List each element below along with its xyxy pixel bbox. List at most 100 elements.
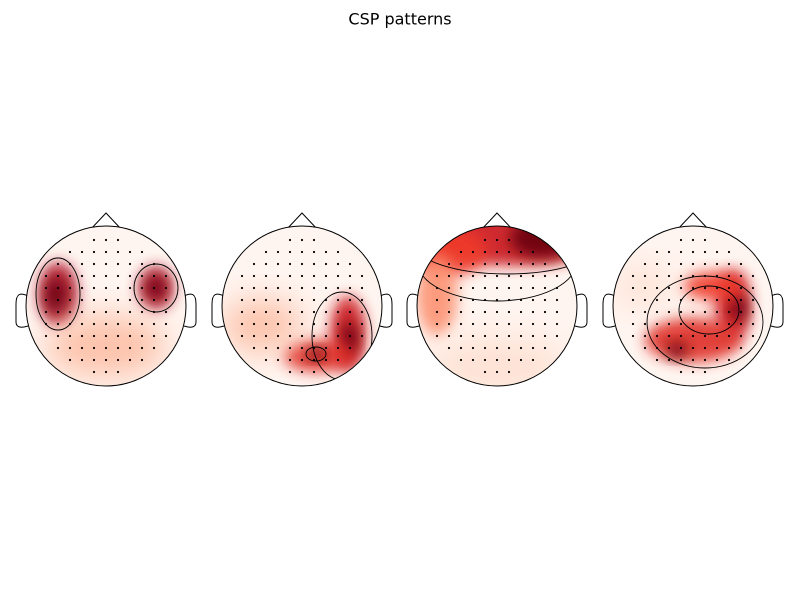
sensor: [104, 334, 108, 338]
sensor: [140, 334, 144, 338]
sensor: [348, 262, 352, 266]
sensor: [80, 298, 84, 302]
sensor: [459, 310, 463, 314]
sensor: [152, 310, 156, 314]
sensor: [288, 238, 292, 242]
sensor: [252, 322, 256, 326]
sensor: [447, 322, 451, 326]
sensor: [104, 262, 108, 266]
sensor: [240, 274, 244, 278]
sensor: [471, 274, 475, 278]
sensor: [92, 274, 96, 278]
sensor: [276, 262, 280, 266]
sensor: [56, 274, 60, 278]
sensor: [691, 346, 695, 350]
sensor: [128, 310, 132, 314]
sensor: [324, 262, 328, 266]
sensor: [739, 274, 743, 278]
sensor: [459, 358, 463, 362]
sensor: [164, 334, 168, 338]
sensor: [288, 334, 292, 338]
sensor: [240, 322, 244, 326]
ear: [15, 293, 29, 328]
sensor: [543, 346, 547, 350]
activation: [613, 266, 673, 306]
sensor: [276, 274, 280, 278]
sensor: [288, 370, 292, 374]
sensor: [312, 358, 316, 362]
activation: [427, 336, 567, 386]
nose: [285, 212, 319, 231]
sensor: [471, 298, 475, 302]
sensor: [116, 274, 120, 278]
sensor: [459, 286, 463, 290]
sensor: [300, 250, 304, 254]
heatmap: [26, 226, 186, 386]
sensor: [336, 310, 340, 314]
sensor: [252, 298, 256, 302]
sensor: [643, 322, 647, 326]
sensor: [715, 322, 719, 326]
ear: [602, 293, 616, 328]
sensor: [324, 310, 328, 314]
sensor: [240, 310, 244, 314]
sensor: [336, 346, 340, 350]
sensor: [128, 250, 132, 254]
sensor: [495, 238, 499, 242]
sensor: [116, 322, 120, 326]
ear: [406, 293, 420, 328]
sensor: [507, 286, 511, 290]
sensor: [80, 346, 84, 350]
sensor: [240, 334, 244, 338]
sensor: [555, 274, 559, 278]
sensor: [679, 274, 683, 278]
sensor: [92, 298, 96, 302]
sensor: [300, 298, 304, 302]
sensor: [264, 334, 268, 338]
activation: [417, 256, 457, 336]
sensor: [116, 286, 120, 290]
sensor: [324, 298, 328, 302]
sensor: [471, 250, 475, 254]
sensor: [727, 322, 731, 326]
topomaps: [15, 212, 784, 387]
sensor: [459, 346, 463, 350]
sensor: [519, 334, 523, 338]
sensor: [128, 274, 132, 278]
sensor: [264, 286, 268, 290]
activation: [667, 342, 687, 358]
sensor: [531, 298, 535, 302]
sensor: [667, 334, 671, 338]
sensor: [264, 274, 268, 278]
sensor: [655, 346, 659, 350]
sensor: [471, 346, 475, 350]
sensor: [483, 370, 487, 374]
sensor: [288, 358, 292, 362]
sensor: [348, 322, 352, 326]
sensor: [703, 322, 707, 326]
ear: [379, 293, 393, 328]
sensor: [264, 250, 268, 254]
sensor: [312, 370, 316, 374]
sensor: [703, 262, 707, 266]
sensor: [92, 310, 96, 314]
sensor: [56, 286, 60, 290]
sensor: [703, 346, 707, 350]
sensor: [739, 334, 743, 338]
sensor: [715, 358, 719, 362]
sensor: [56, 310, 60, 314]
sensor: [519, 322, 523, 326]
sensor: [152, 298, 156, 302]
sensor: [276, 334, 280, 338]
sensor: [435, 310, 439, 314]
sensor: [739, 262, 743, 266]
sensor: [140, 310, 144, 314]
ear: [211, 293, 225, 328]
sensor: [507, 358, 511, 362]
sensor: [324, 274, 328, 278]
sensor: [507, 310, 511, 314]
sensor: [543, 274, 547, 278]
sensor: [300, 322, 304, 326]
sensor: [703, 238, 707, 242]
